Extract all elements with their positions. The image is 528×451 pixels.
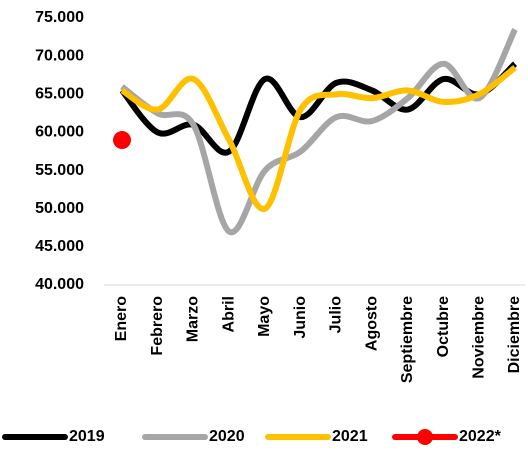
line — [120, 28, 518, 236]
x-tick-label: Mayo — [256, 296, 273, 337]
x-tick-label: Octubre — [435, 296, 452, 357]
legend-label: 2021 — [332, 428, 368, 445]
legend-label: 2019 — [69, 428, 105, 445]
x-tick-label: Febrero — [149, 296, 166, 356]
x-tick-label: Agosto — [363, 296, 380, 351]
x-tick-label: Diciembre — [506, 296, 523, 373]
legend-label: 2022* — [459, 428, 502, 445]
y-tick-label: 55.000 — [35, 162, 84, 179]
line — [120, 65, 517, 212]
y-tick-label: 75.000 — [35, 9, 84, 26]
x-tick-label: Septiembre — [399, 296, 416, 383]
y-tick-label: 50.000 — [35, 200, 84, 217]
x-tick-label: Marzo — [185, 296, 202, 342]
x-tick-label: Noviembre — [470, 296, 487, 379]
legend-label: 2020 — [209, 428, 245, 445]
y-tick-label: 70.000 — [35, 47, 84, 64]
y-tick-label: 60.000 — [35, 124, 84, 141]
x-tick-label: Abril — [220, 296, 237, 332]
point — [113, 131, 131, 150]
x-tick-label: Junio — [292, 296, 309, 339]
x-tick-label: Julio — [328, 296, 345, 334]
x-tick-label: Enero — [113, 296, 130, 342]
y-tick-label: 45.000 — [35, 238, 84, 255]
y-tick-label: 40.000 — [35, 276, 84, 293]
y-tick-label: 65.000 — [35, 86, 84, 103]
legend-marker — [417, 429, 433, 445]
